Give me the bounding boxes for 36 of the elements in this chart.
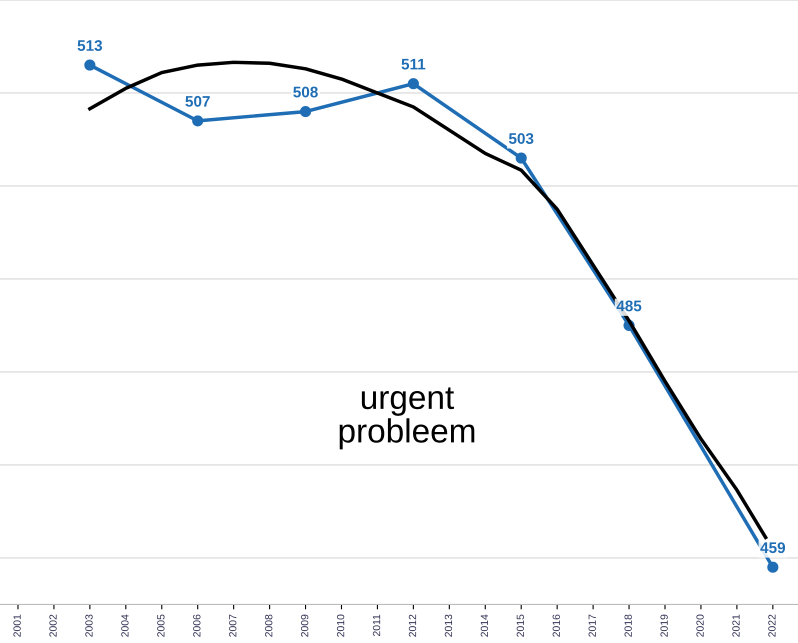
data-label: 503 (508, 133, 534, 144)
point (84, 60, 96, 71)
x-tick-label: 2018 (624, 614, 632, 637)
data-label: 513 (78, 40, 102, 51)
x-tick-label: 2014 (480, 614, 488, 637)
point (300, 106, 312, 118)
x-tick-label: 2008 (265, 614, 272, 637)
point (516, 152, 527, 164)
data-label: 508 (293, 86, 318, 98)
x-tick-label: 2003 (85, 614, 93, 637)
data-label: 485 (616, 300, 642, 312)
x-tick-label: 2006 (193, 614, 200, 637)
x-tick-label: 2019 (660, 614, 668, 637)
x-tick-label: 2022 (768, 614, 776, 637)
point (192, 115, 204, 126)
x-tick-label: 2010 (336, 614, 344, 637)
x-tick-label: 2009 (300, 614, 308, 637)
x-tick-label: 2021 (732, 614, 740, 637)
x-tick-label: 2005 (157, 614, 165, 637)
x-tick-label: 2001 (13, 614, 21, 637)
x-tick-label: 2015 (516, 614, 524, 637)
x-tick-label: 2004 (121, 614, 129, 637)
x-tick-label: 2012 (408, 614, 416, 637)
x-tick-label: 2011 (372, 614, 380, 636)
x-tick-label: 2020 (696, 614, 704, 637)
x-tick-label: 2007 (229, 614, 236, 637)
x-tick-label: 2002 (49, 614, 57, 637)
annotation: urgent probleem (340, 387, 474, 450)
x-tick-label: 2013 (444, 614, 452, 637)
point (408, 78, 419, 90)
data-label: 507 (185, 96, 210, 107)
data-label: 459 (760, 542, 786, 554)
data-label: 511 (402, 58, 426, 70)
point (767, 562, 778, 573)
x-tick-label: 2017 (588, 614, 596, 637)
x-tick-label: 2016 (552, 614, 560, 637)
